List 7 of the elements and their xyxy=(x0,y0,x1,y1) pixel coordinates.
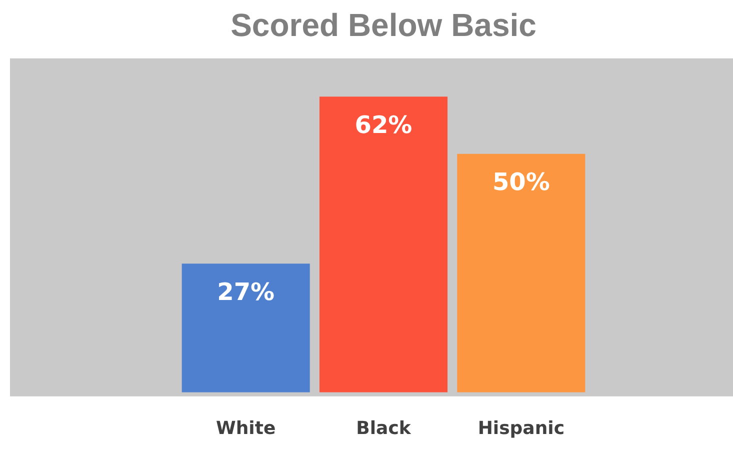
x-tick-label: White xyxy=(216,418,276,439)
x-tick-label: Black xyxy=(356,418,412,439)
data-label: 50% xyxy=(492,168,550,196)
x-tick-label: Hispanic xyxy=(478,418,564,439)
chart-title: Scored Below Basic xyxy=(230,7,536,44)
data-label: 62% xyxy=(354,110,412,139)
data-label: 27% xyxy=(217,278,275,306)
